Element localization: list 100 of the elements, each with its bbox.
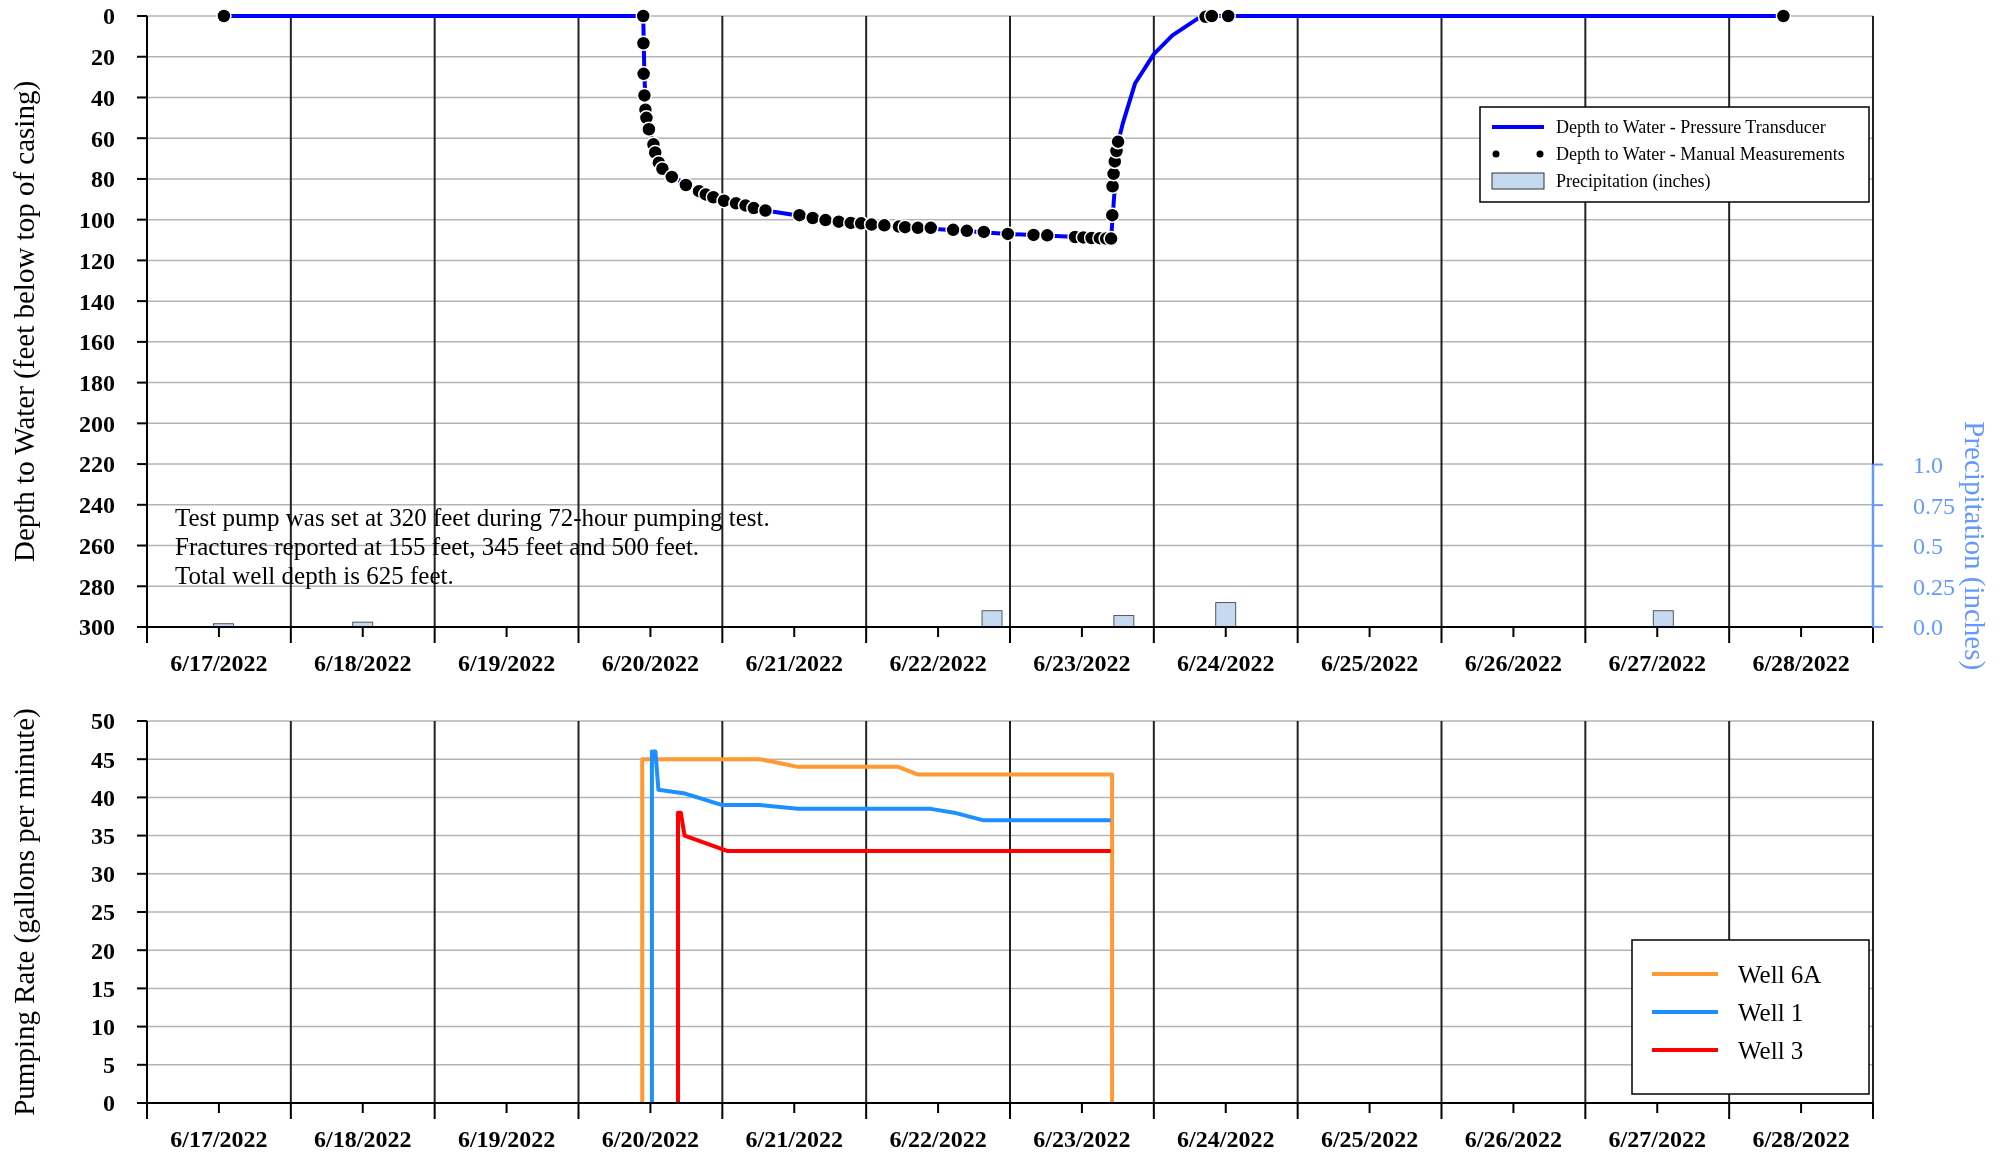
point bbox=[945, 222, 961, 238]
x-tick-label: 6/20/2022 bbox=[601, 1126, 700, 1152]
x-tick-label: 6/24/2022 bbox=[1177, 1126, 1275, 1152]
y2-tick-label: 1.0 bbox=[1913, 451, 1943, 478]
y-tick-label: 180 bbox=[79, 370, 115, 396]
legend-label: Well 6A bbox=[1738, 960, 1822, 988]
y-tick-label: 200 bbox=[79, 410, 115, 437]
point bbox=[757, 202, 774, 219]
point bbox=[1204, 8, 1220, 24]
point bbox=[817, 212, 834, 228]
y-tick-label: 100 bbox=[79, 207, 115, 234]
x-tick-label: 6/23/2022 bbox=[1033, 1126, 1131, 1152]
line-series bbox=[675, 810, 1113, 1105]
y-tick-label: 30 bbox=[91, 861, 115, 888]
point bbox=[1039, 227, 1056, 244]
x-tick-label: 6/21/2022 bbox=[745, 1126, 843, 1152]
y-tick-label: 220 bbox=[79, 451, 115, 478]
y2-tick-label: 0.25 bbox=[1913, 573, 1955, 600]
x-tick-label: 6/18/2022 bbox=[314, 650, 412, 676]
x-tick-label: 6/26/2022 bbox=[1464, 1126, 1563, 1152]
bar bbox=[352, 621, 374, 628]
point bbox=[635, 35, 652, 52]
point bbox=[1000, 226, 1016, 242]
x-tick-label: 6/20/2022 bbox=[601, 650, 700, 676]
point bbox=[635, 8, 651, 24]
y2-tick-label: 0.75 bbox=[1913, 492, 1955, 519]
legend-label: Depth to Water - Pressure Transducer bbox=[1556, 117, 1826, 138]
point bbox=[910, 220, 926, 236]
y2-tick-label: 0.5 bbox=[1913, 533, 1943, 560]
y-tick-label: 40 bbox=[91, 84, 115, 111]
x-tick-label: 6/19/2022 bbox=[457, 1126, 556, 1152]
x-tick-label: 6/21/2022 bbox=[745, 650, 843, 676]
bar bbox=[981, 610, 1003, 628]
x-tick-label: 6/17/2022 bbox=[170, 650, 268, 676]
y-tick-label: 160 bbox=[79, 329, 115, 356]
point bbox=[791, 207, 808, 223]
x-tick-label: 6/17/2022 bbox=[170, 1126, 268, 1152]
point bbox=[654, 161, 671, 177]
legend-label: Well 3 bbox=[1738, 1036, 1804, 1064]
point bbox=[976, 224, 992, 240]
x-tick-label: 6/28/2022 bbox=[1752, 650, 1850, 676]
y-tick-label: 50 bbox=[91, 708, 115, 735]
bar bbox=[1113, 615, 1135, 628]
y-tick-label: 20 bbox=[91, 44, 115, 71]
x-tick-label: 6/18/2022 bbox=[314, 1126, 412, 1152]
y-tick-label: 280 bbox=[79, 573, 115, 600]
x-tick-label: 6/19/2022 bbox=[457, 650, 556, 676]
point bbox=[1103, 230, 1119, 247]
y-tick-label: 10 bbox=[91, 1014, 115, 1040]
point bbox=[635, 66, 652, 82]
y-tick-label: 140 bbox=[79, 288, 115, 315]
legend-label: Precipitation (inches) bbox=[1556, 171, 1711, 193]
x-tick-label: 6/22/2022 bbox=[889, 650, 987, 676]
x-tick-label: 6/27/2022 bbox=[1608, 1126, 1706, 1152]
y-tick-label: 35 bbox=[91, 823, 115, 849]
y-tick-label: 15 bbox=[91, 975, 115, 1002]
y-tick-label: 260 bbox=[79, 532, 115, 559]
x-tick-label: 6/25/2022 bbox=[1320, 1126, 1419, 1152]
point bbox=[1110, 133, 1126, 150]
x-tick-label: 6/28/2022 bbox=[1752, 1126, 1850, 1152]
bar bbox=[1215, 602, 1237, 628]
y2-axis-title: Precipitation (inches) bbox=[1958, 421, 1991, 671]
point bbox=[1104, 207, 1121, 223]
x-tick-label: 6/27/2022 bbox=[1608, 650, 1706, 676]
point bbox=[678, 177, 694, 193]
y2-tick-label: 0.0 bbox=[1913, 614, 1943, 641]
point bbox=[636, 87, 653, 104]
point bbox=[216, 8, 232, 24]
y-tick-label: 40 bbox=[91, 784, 115, 811]
point bbox=[897, 219, 913, 235]
legend-label: Well 1 bbox=[1738, 998, 1804, 1026]
point bbox=[1220, 8, 1236, 24]
point bbox=[959, 223, 975, 239]
point bbox=[641, 121, 657, 137]
y-tick-label: 5 bbox=[103, 1052, 115, 1079]
y-tick-label: 60 bbox=[91, 125, 115, 152]
y-tick-label: 300 bbox=[79, 614, 115, 641]
point bbox=[1025, 227, 1042, 243]
point bbox=[804, 210, 821, 226]
y-axis-title: Depth to Water (feet below top of casing) bbox=[8, 80, 41, 563]
y-tick-label: 120 bbox=[79, 247, 115, 274]
x-tick-label: 6/25/2022 bbox=[1320, 650, 1419, 676]
y-axis-title: Pumping Rate (gallons per minute) bbox=[8, 708, 41, 1116]
y-tick-label: 240 bbox=[79, 492, 115, 519]
point bbox=[1105, 166, 1122, 182]
x-tick-label: 6/24/2022 bbox=[1177, 650, 1275, 676]
y-tick-label: 45 bbox=[91, 746, 115, 773]
bar bbox=[1652, 610, 1674, 628]
y-tick-label: 25 bbox=[91, 899, 115, 926]
x-tick-label: 6/26/2022 bbox=[1464, 650, 1563, 676]
legend-label: Depth to Water - Manual Measurements bbox=[1556, 144, 1845, 165]
point bbox=[1775, 8, 1792, 24]
point bbox=[664, 169, 680, 185]
point bbox=[1104, 178, 1121, 195]
y-tick-label: 0 bbox=[103, 1090, 115, 1117]
y-tick-label: 80 bbox=[91, 166, 115, 193]
y-tick-label: 20 bbox=[91, 937, 115, 964]
point bbox=[923, 220, 939, 236]
point bbox=[876, 217, 893, 234]
x-tick-label: 6/23/2022 bbox=[1033, 650, 1131, 676]
